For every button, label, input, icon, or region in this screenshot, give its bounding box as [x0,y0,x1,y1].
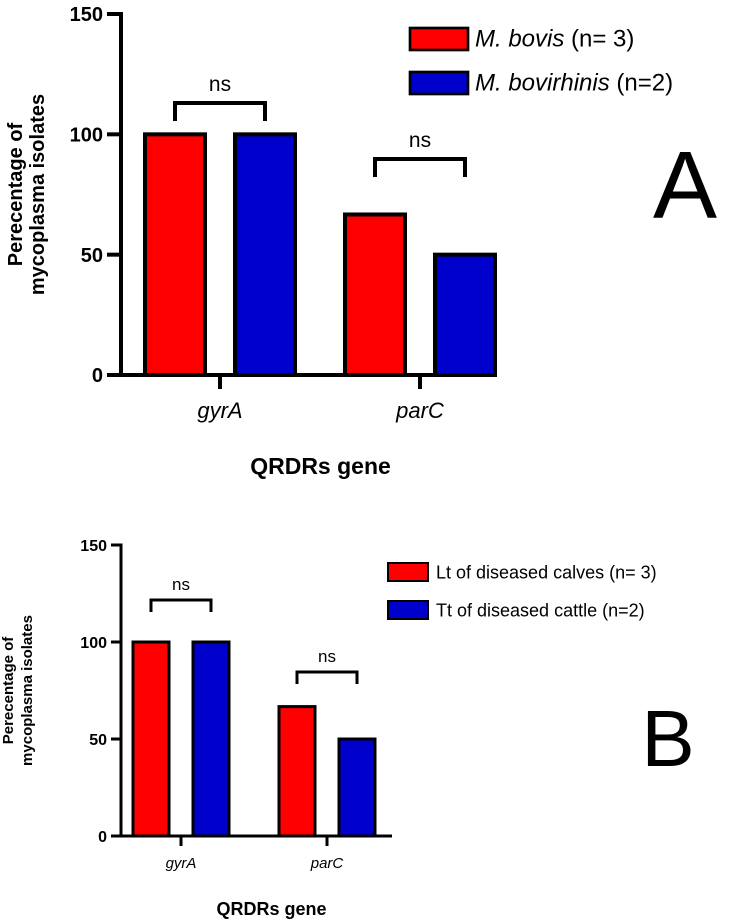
y-tick-label: 0 [92,365,103,387]
bar-parc-series-2 [337,737,377,838]
legend-series-name: M. bovirhinis [475,70,610,97]
legend-swatch-series-1 [387,562,429,582]
category-label-gyra: gyrA [197,398,242,423]
legend-label-series-2: M. bovirhinis (n=2) [475,70,673,97]
panel-label: B [641,694,694,783]
legend-label-series-1: M. bovis (n= 3) [475,26,634,53]
chart-panel-b: 0 50 100 150 gyrA parC QRDRs gene Perecentage o… [0,538,695,919]
significance-label: ns [209,73,231,96]
significance-label: ns [172,575,190,594]
bar-gyra-series-1 [143,132,207,377]
legend-series-suffix: (n= 3) [564,26,634,53]
legend-swatch-series-2 [387,600,429,620]
significance-bracket [149,598,213,612]
category-label-parc: parC [310,855,344,872]
legend-swatch-series-1 [408,26,470,52]
legend-series-name: Tt of diseased cattle (n=2) [436,600,645,620]
x-axis-label: QRDRs gene [216,899,326,919]
category-label-parc: parC [395,398,444,423]
chart-panel-a: 0 50 100 150 gyrA parC QRDRs gene Perecentage o… [5,4,717,479]
y-axis-label-line-2: mycoplasma isolates [27,94,49,295]
legend-label-series-2: Tt of diseased cattle (n=2) [436,600,645,620]
panel-label: A [653,132,717,239]
legend-label-series-1: Lt of diseased calves (n= 3) [436,562,657,582]
y-tick-label: 150 [70,4,103,26]
legend-series-name: Lt of diseased calves (n= 3) [436,562,657,582]
legend: Lt of diseased calves (n= 3) Tt of diseas… [387,562,657,620]
y-tick-label: 50 [81,245,103,267]
bar-gyra-series-1 [131,640,171,838]
legend: M. bovis (n= 3) M. bovirhinis (n=2) [408,26,673,97]
significance-bracket [295,670,359,684]
significance-bracket [173,101,267,121]
y-tick-label: 150 [80,538,107,555]
bar-gyra-series-2 [191,640,231,838]
y-axis-label-line-1: Perecentage of [0,636,17,745]
bar-gyra-series-2 [233,132,297,377]
bar-parc-series-1 [277,705,317,838]
y-tick-label: 0 [98,829,107,846]
y-tick-label: 100 [80,635,107,652]
significance-bracket [373,157,467,177]
legend-swatch-series-2 [408,70,470,96]
significance-label: ns [318,647,336,666]
legend-series-name: M. bovis [475,26,564,53]
significance-label: ns [409,129,431,152]
y-axis-label-line-2: mycoplasma isolates [19,615,36,766]
legend-series-suffix: (n=2) [610,70,673,97]
y-tick-label: 50 [89,732,107,749]
y-axis-label-line-1: Perecentage of [5,122,27,266]
bar-parc-series-2 [433,252,497,378]
y-tick-label: 100 [70,125,103,147]
x-axis-label: QRDRs gene [250,453,391,479]
bar-parc-series-1 [343,212,407,377]
category-label-gyra: gyrA [166,855,197,872]
